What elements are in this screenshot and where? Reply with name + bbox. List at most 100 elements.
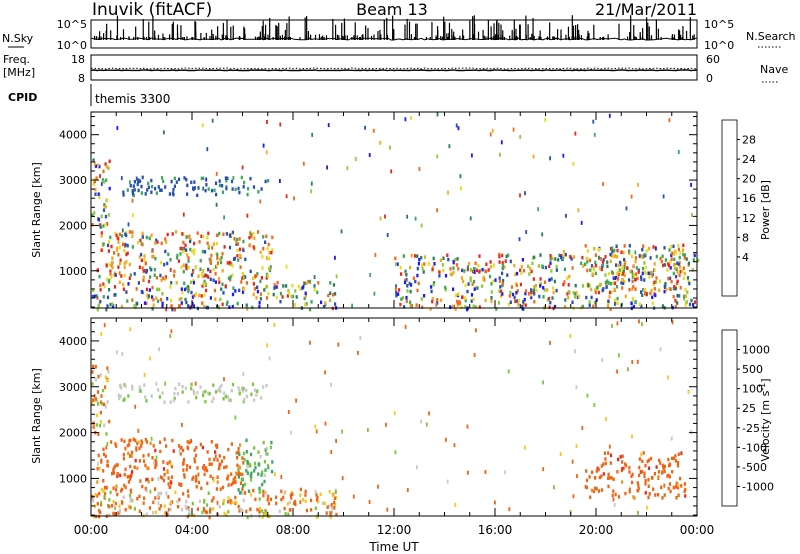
power-echo-cell [111,256,114,260]
power-echo-cell [396,262,399,266]
velocity-echo-cell [108,498,111,502]
power-echo-cell [562,282,565,287]
power-echo-cell [522,300,525,304]
velocity-echo-cell [280,497,283,502]
power-colorbar-tick-label: 16 [742,192,756,205]
power-echo-cell [438,270,441,274]
power-echo-cell [394,256,397,261]
power-echo-cell [94,192,97,196]
velocity-echo-cell [612,497,615,502]
velocity-echo-cell [261,470,264,474]
velocity-echo-cell [170,481,173,485]
power-echo-cell [679,251,682,255]
velocity-echo-cell [230,483,233,487]
freq-panel [90,54,698,81]
velocity-echo-cell [256,507,259,512]
velocity-echo-cell [225,465,228,469]
power-echo-cell [255,296,258,300]
power-echo-cell [510,285,514,289]
velocity-echo-cell [102,469,105,473]
velocity-echo-cell [650,475,654,480]
power-echo-cell [581,284,584,288]
power-echo-cell [207,231,210,236]
power-echo-cell [530,269,533,274]
power-echo-cell [654,293,657,298]
velocity-echo-cell [127,451,130,456]
power-echo-cell [676,294,679,298]
velocity-echo-cell [99,420,102,424]
power-echo-cell [164,237,167,241]
power-echo-cell [160,188,163,192]
velocity-echo-cell [647,484,650,488]
velocity-echo-cell [116,474,119,478]
velocity-echo-cell [145,399,148,403]
power-echo-cell [439,258,442,262]
velocity-echo-cell [106,459,109,464]
velocity-echo-cell [250,492,252,497]
velocity-echo-cell [301,498,305,502]
nsky-label: N.Sky [2,32,34,45]
velocity-echo-cell [595,487,598,491]
power-echo-cell [543,280,546,284]
power-echo-cell [186,192,189,196]
power-echo-cell [598,255,600,260]
velocity-echo-cell [507,369,510,374]
velocity-echo-cell [287,512,290,517]
power-echo-cell [102,208,106,212]
velocity-echo-cell [666,474,669,478]
power-echo-cell [132,184,135,188]
power-echo-cell [305,281,308,286]
velocity-echo-cell [523,445,526,450]
velocity-echo-cell [186,514,189,519]
power-echo-cell [249,269,252,274]
power-echo-cell [151,285,154,290]
velocity-echo-cell [593,476,597,480]
power-echo-cell [641,293,644,297]
power-echo-cell [452,304,455,309]
power-echo-cell [209,261,212,265]
velocity-echo-cell [202,464,206,468]
power-echo-cell [329,281,332,285]
power-echo-cell [177,259,180,263]
power-echo-cell [597,290,600,295]
power-echo-cell [474,305,477,309]
power-echo-cell [449,305,452,309]
velocity-echo-cell [114,501,117,506]
power-echo-cell [436,208,438,213]
power-echo-cell [98,164,101,169]
power-echo-cell [472,297,475,302]
power-echo-cell [232,176,235,180]
velocity-echo-cell [188,510,191,514]
power-echo-cell [285,264,288,269]
power-echo-cell [215,202,218,207]
velocity-echo-cell [100,332,103,336]
power-echo-cell [327,123,330,128]
power-echo-cell [159,260,163,265]
power-echo-cell [549,257,552,261]
velocity-colorbar-label-exp: -1 [758,383,767,391]
power-echo-cell [617,276,620,281]
power-echo-cell [501,261,504,265]
velocity-echo-cell [108,513,111,518]
velocity-colorbar-tick-label: 1000 [742,344,770,357]
velocity-echo-cell [247,489,251,493]
velocity-echo-cell [508,507,511,512]
power-echo-cell [228,260,232,265]
time-tick-label: 00:00 [74,523,109,537]
power-echo-cell [555,264,558,269]
velocity-echo-cell [299,493,302,497]
power-echo-cell [92,182,95,186]
velocity-echo-cell [151,456,154,460]
power-echo-cell [141,231,144,236]
velocity-echo-cell [404,324,407,329]
velocity-colorbar-tick-label: -25 [742,422,760,435]
power-echo-cell [478,254,481,258]
velocity-echo-cell [150,394,153,398]
power-echo-cell [266,120,268,124]
velocity-echo-cell [213,457,216,462]
power-echo-cell [662,194,665,199]
power-echo-cell [242,239,245,244]
y-tick-label: 1000 [59,265,87,278]
power-echo-cell [170,281,173,285]
power-echo-cell [481,284,484,288]
